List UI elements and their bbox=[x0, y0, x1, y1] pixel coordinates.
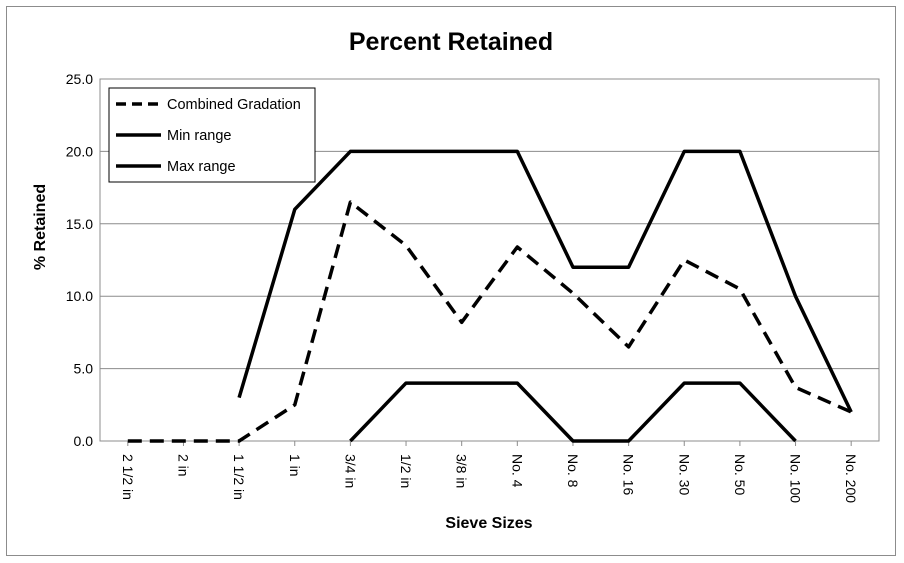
y-tick-label: 5.0 bbox=[74, 361, 94, 377]
x-tick-label: 3/8 in bbox=[454, 454, 470, 488]
chart-title: Percent Retained bbox=[349, 28, 553, 56]
x-tick-label: 1/2 in bbox=[398, 454, 414, 488]
x-tick-label: 2 1/2 in bbox=[120, 454, 136, 500]
legend-label-max-range: Max range bbox=[167, 159, 236, 175]
legend-label-min-range: Min range bbox=[167, 128, 231, 144]
x-tick-label: No. 200 bbox=[843, 454, 859, 503]
gridlines bbox=[100, 150, 879, 370]
series-line-combined-gradation bbox=[127, 200, 852, 443]
x-tick-label: 1 1/2 in bbox=[231, 454, 247, 500]
series-line-min-range bbox=[349, 381, 797, 443]
x-tick-label: 2 in bbox=[175, 454, 191, 477]
x-tick-label: No. 4 bbox=[509, 454, 525, 488]
x-tick-label: No. 50 bbox=[732, 454, 748, 495]
series-lines bbox=[127, 149, 853, 443]
x-tick-label: No. 100 bbox=[788, 454, 804, 503]
y-axis-ticks: 0.0 5.0 10.0 15.0 20.0 25.0 bbox=[66, 71, 93, 449]
y-tick-label: 10.0 bbox=[66, 288, 93, 304]
y-tick-label: 0.0 bbox=[74, 433, 94, 449]
x-tick-label: 1 in bbox=[287, 454, 303, 477]
y-tick-label: 15.0 bbox=[66, 216, 93, 232]
x-tick-label: 3/4 in bbox=[342, 454, 358, 488]
plot-area-border bbox=[99, 78, 880, 442]
x-axis-ticks: 2 1/2 in 2 in 1 1/2 in 1 in 3/4 in 1/2 in 3/8 … bbox=[120, 441, 859, 503]
legend: Combined Gradation Min range Max range bbox=[108, 87, 316, 183]
x-tick-label: No. 8 bbox=[565, 454, 581, 488]
x-tick-label: No. 30 bbox=[676, 454, 692, 495]
y-axis-title: % Retained bbox=[32, 184, 49, 270]
x-tick-label: No. 16 bbox=[621, 454, 637, 495]
legend-label-combined-gradation: Combined Gradation bbox=[167, 97, 301, 113]
y-tick-label: 20.0 bbox=[66, 143, 93, 159]
x-axis-title: Sieve Sizes bbox=[445, 515, 532, 532]
y-tick-label: 25.0 bbox=[66, 71, 93, 87]
series-line-max-range bbox=[237, 149, 853, 413]
